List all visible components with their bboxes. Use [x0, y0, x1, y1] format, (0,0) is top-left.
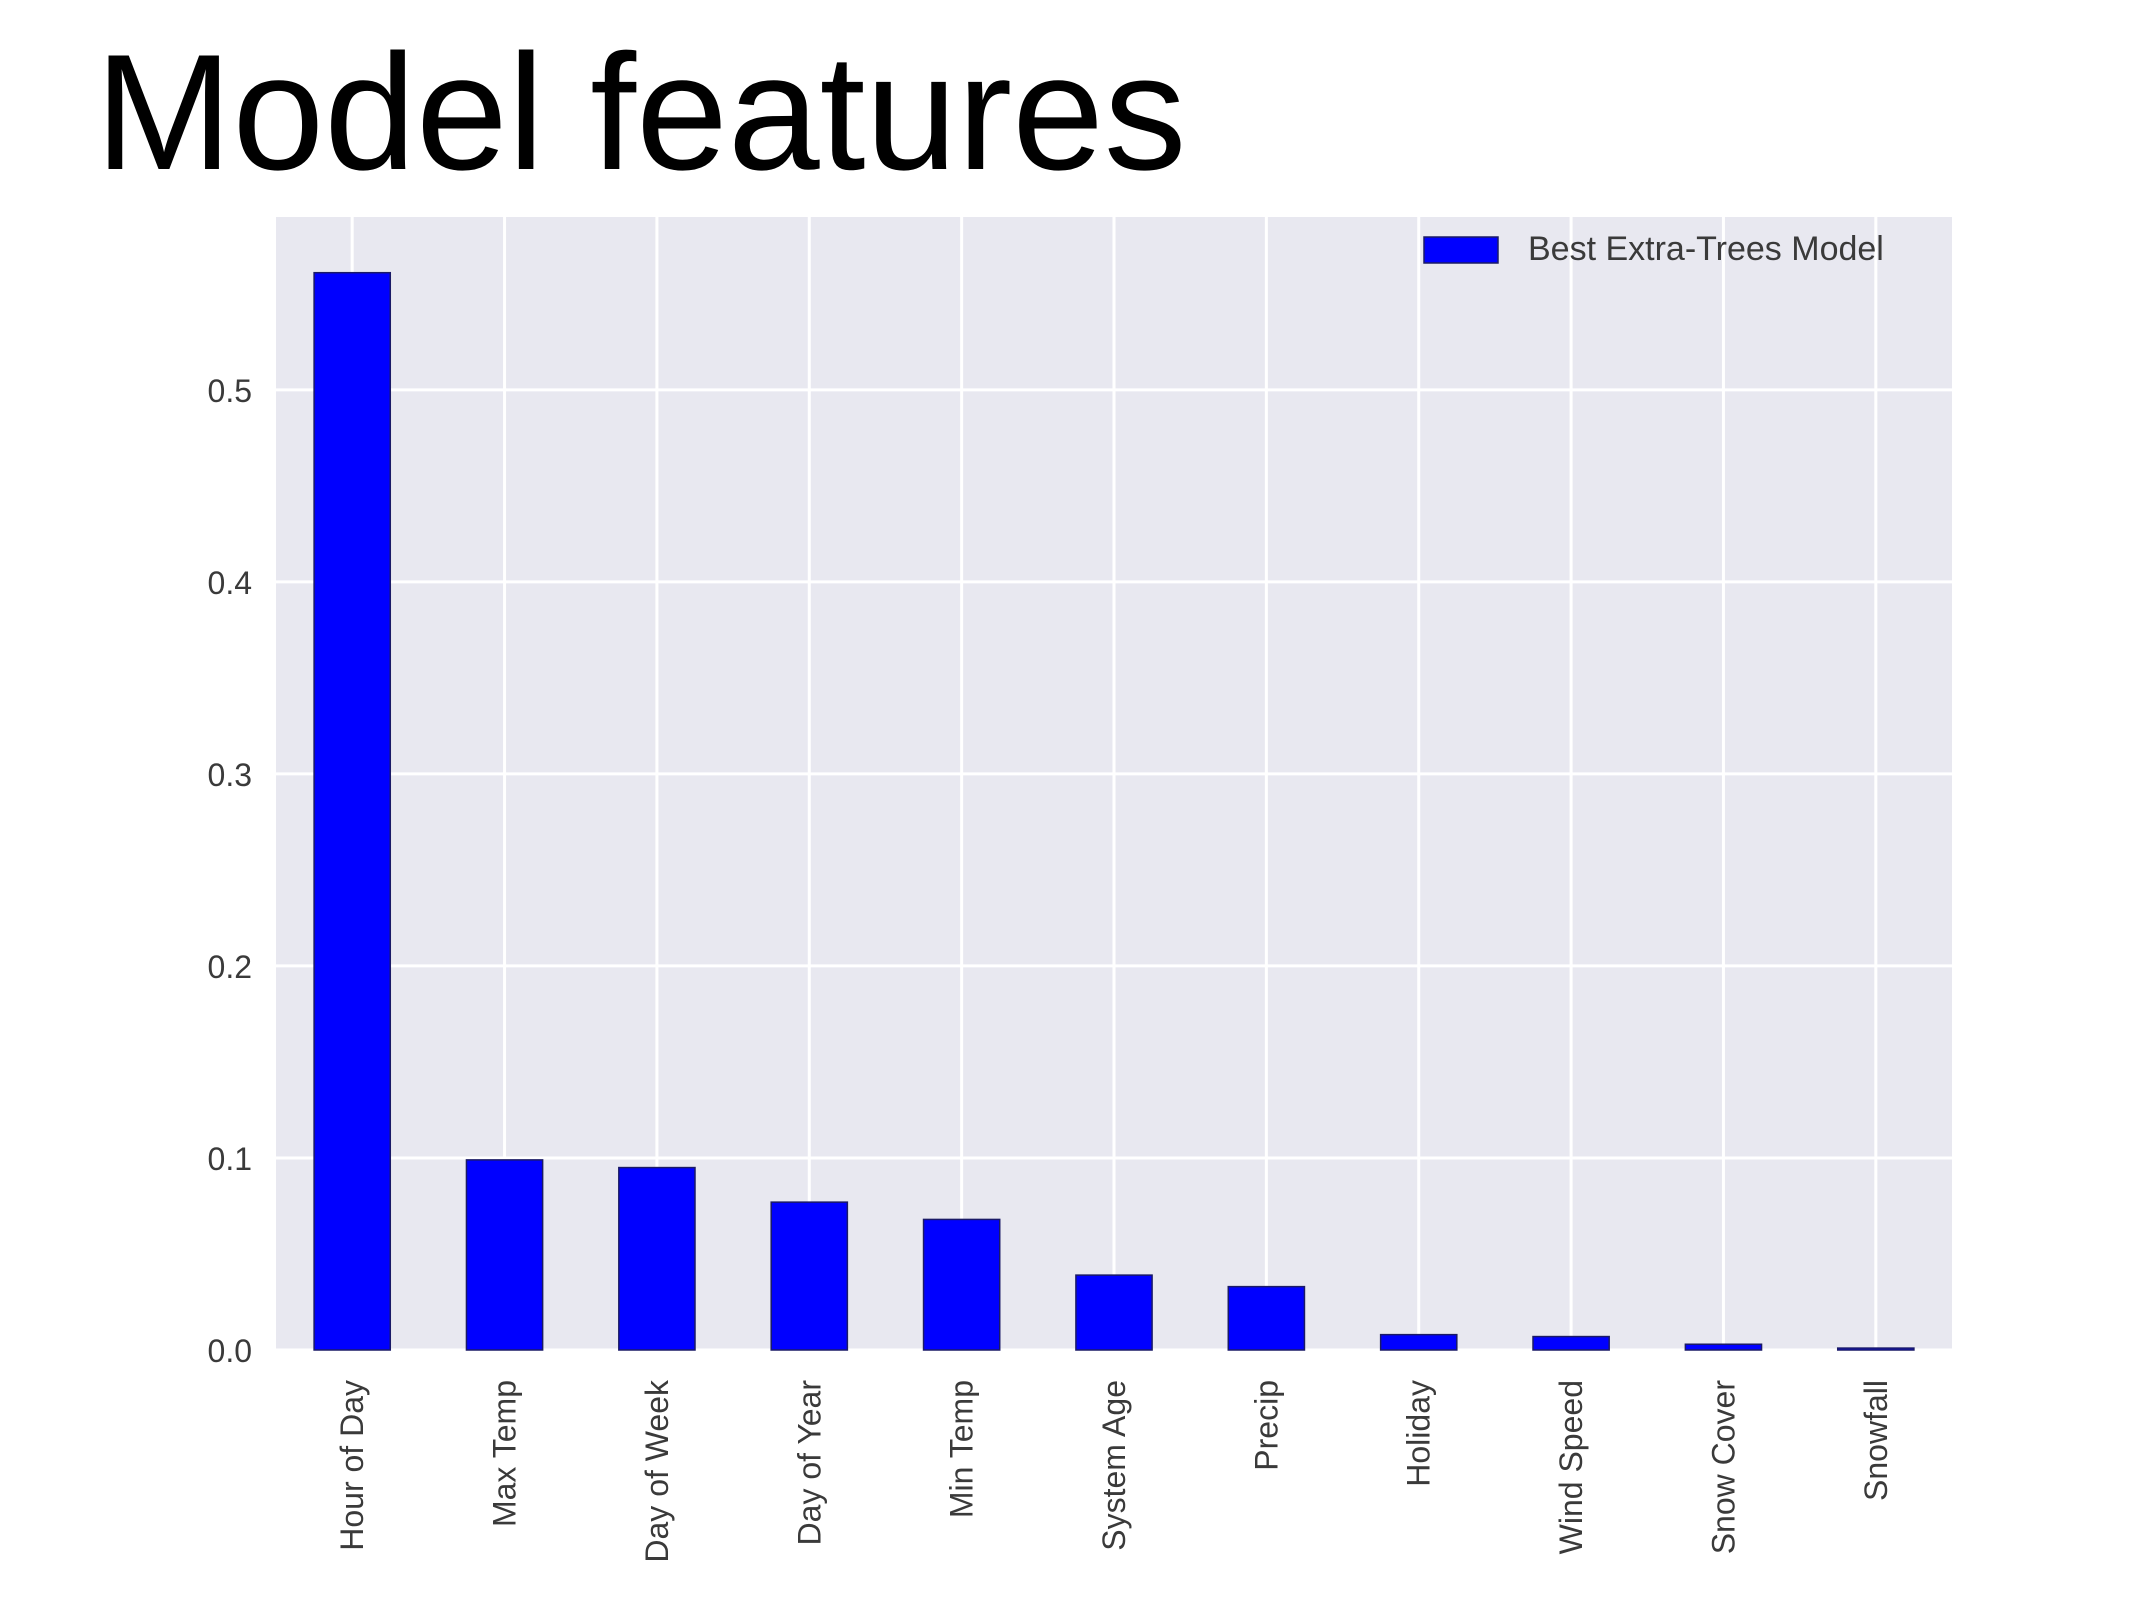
y-tick-label: 0.3 [208, 757, 252, 793]
x-tick-label: Wind Speed [1553, 1380, 1589, 1554]
x-tick-label: Min Temp [944, 1380, 980, 1518]
y-axis-ticks: 0.0 0.1 0.2 0.3 0.4 0.5 [208, 373, 252, 1369]
bar [1836, 1347, 1915, 1351]
y-tick-label: 0.0 [208, 1333, 252, 1369]
bar [618, 1166, 696, 1351]
x-tick-label: Snow Cover [1705, 1380, 1741, 1555]
legend-swatch [1423, 236, 1499, 264]
bar [1532, 1335, 1610, 1351]
x-tick-label: Precip [1248, 1380, 1284, 1471]
bar [1684, 1343, 1763, 1351]
x-tick-label: Holiday [1401, 1380, 1437, 1487]
bar [1075, 1274, 1153, 1351]
bar [313, 271, 392, 1351]
legend-label: Best Extra-Trees Model [1528, 230, 1884, 268]
bar [1227, 1285, 1306, 1351]
bar [922, 1218, 1001, 1351]
bars [313, 271, 1915, 1351]
bar [465, 1159, 544, 1351]
bar [1379, 1333, 1458, 1351]
y-tick-label: 0.5 [208, 373, 252, 409]
x-tick-label: Day of Week [639, 1379, 675, 1563]
legend[interactable]: Best Extra-Trees Model [1423, 230, 1884, 268]
x-tick-label: Max Temp [487, 1380, 523, 1527]
y-tick-label: 0.2 [208, 949, 252, 985]
x-tick-label: Hour of Day [334, 1380, 370, 1551]
bar [770, 1201, 849, 1351]
x-axis-ticks: Hour of Day Max Temp Day of Week Day of Yea… [334, 1379, 1894, 1563]
x-tick-label: System Age [1096, 1380, 1132, 1551]
y-tick-label: 0.4 [208, 565, 252, 601]
slide-title: Model features [95, 20, 1187, 204]
y-tick-label: 0.1 [208, 1141, 252, 1177]
x-tick-label: Day of Year [791, 1380, 827, 1546]
x-tick-label: Snowfall [1858, 1380, 1894, 1501]
